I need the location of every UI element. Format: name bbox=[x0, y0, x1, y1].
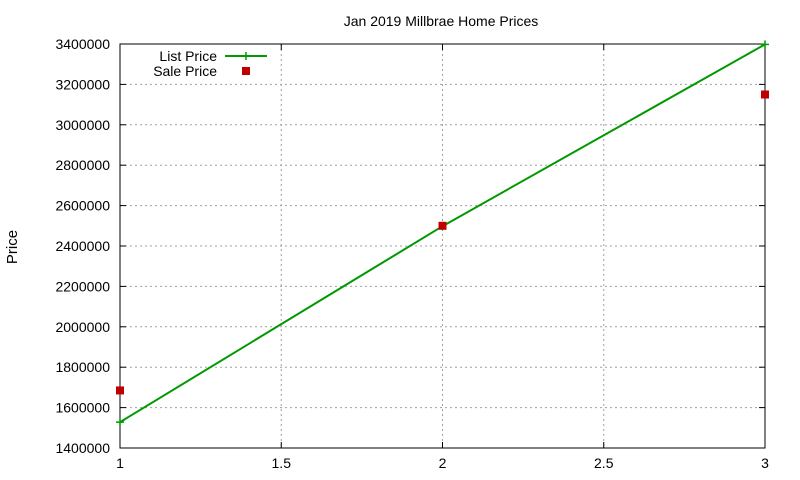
y-axis-label: Price bbox=[4, 230, 21, 264]
x-tick-label: 2.5 bbox=[594, 455, 614, 471]
chart-title: Jan 2019 Millbrae Home Prices bbox=[344, 13, 539, 29]
y-tick-label: 3400000 bbox=[55, 36, 110, 52]
y-tick-label: 2200000 bbox=[55, 278, 110, 294]
x-tick-label: 3 bbox=[761, 455, 769, 471]
y-tick-label: 2000000 bbox=[55, 319, 110, 335]
series-layer bbox=[116, 40, 769, 427]
list-price-point bbox=[116, 418, 124, 427]
y-tick-label: 1800000 bbox=[55, 359, 110, 375]
y-tick-label: 3200000 bbox=[55, 76, 110, 92]
y-tick-label: 1400000 bbox=[55, 440, 110, 456]
y-tick-label: 2800000 bbox=[55, 157, 110, 173]
sale-price-point bbox=[761, 90, 769, 99]
y-tick-label: 2400000 bbox=[55, 238, 110, 254]
sale-price-point bbox=[116, 386, 124, 395]
axes: 1400000 1600000 1800000 2000000 2200000 24000… bbox=[55, 36, 769, 471]
sale-price-point bbox=[438, 221, 447, 230]
legend-marker bbox=[242, 67, 250, 75]
x-tick-label: 1 bbox=[116, 455, 124, 471]
grid-lines bbox=[120, 44, 765, 448]
x-tick-label: 1.5 bbox=[272, 455, 292, 471]
list-price-point bbox=[761, 40, 769, 49]
y-tick-label: 3000000 bbox=[55, 117, 110, 133]
legend-label: Sale Price bbox=[153, 63, 217, 79]
y-tick-label: 2600000 bbox=[55, 198, 110, 214]
legend-marker bbox=[242, 52, 250, 60]
y-tick-label: 1600000 bbox=[55, 400, 110, 416]
x-tick-label: 2 bbox=[439, 455, 447, 471]
legend-label: List Price bbox=[159, 48, 217, 64]
